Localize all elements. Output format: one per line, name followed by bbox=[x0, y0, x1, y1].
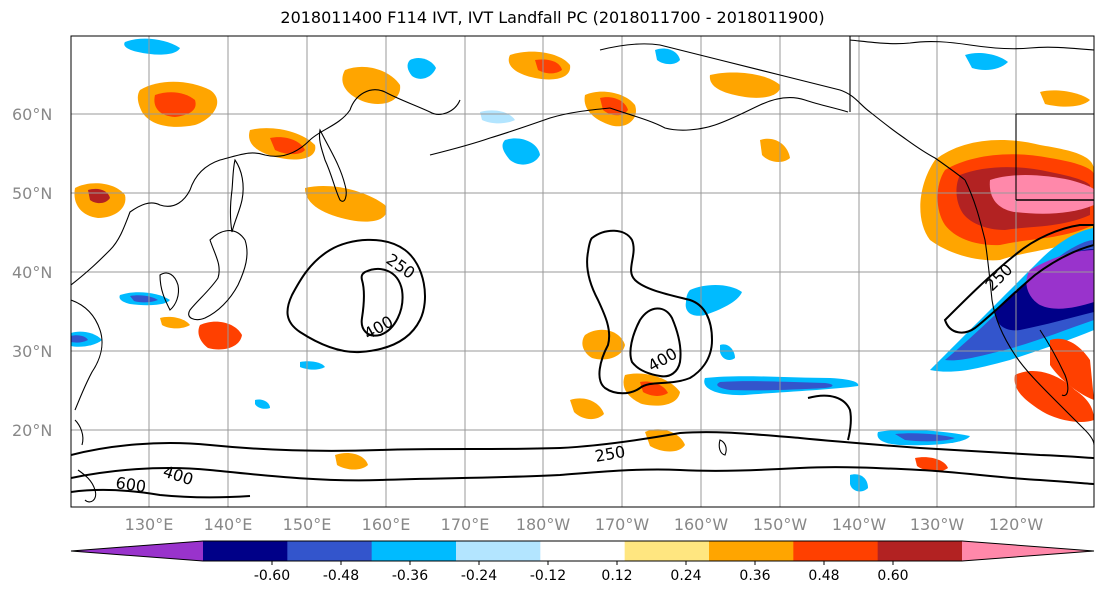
colorbar-outline bbox=[70, 540, 1095, 562]
colorbar-tick-label: -0.24 bbox=[461, 568, 497, 584]
positive-blob-se bbox=[1014, 370, 1094, 422]
colorbar-extend-max bbox=[962, 541, 1094, 561]
lon-label: 140°E bbox=[204, 515, 253, 534]
contour-250-central bbox=[586, 229, 714, 395]
blob-10 bbox=[582, 329, 625, 360]
neg-10-inner bbox=[130, 295, 158, 303]
ivt-contours bbox=[71, 224, 1094, 499]
colorbar-extend-min bbox=[71, 541, 203, 561]
ivt-shading bbox=[71, 38, 1094, 492]
lon-label: 180°W bbox=[516, 515, 571, 534]
map-title: 2018011400 F114 IVT, IVT Landfall PC (20… bbox=[280, 8, 825, 27]
neg-8-inner bbox=[717, 381, 833, 391]
blob-3 bbox=[305, 185, 387, 222]
blob-17 bbox=[1040, 90, 1090, 107]
colorbar-tick-label: -0.60 bbox=[254, 568, 290, 584]
colorbar-segment bbox=[793, 541, 879, 561]
contour-400-west bbox=[360, 268, 404, 337]
blob-18 bbox=[160, 316, 190, 329]
contour-250-west bbox=[286, 238, 426, 354]
lat-label: 30°N bbox=[12, 342, 52, 361]
blob-1-inner bbox=[154, 92, 196, 117]
neg-15 bbox=[965, 52, 1008, 70]
contour-600-tropical bbox=[71, 488, 251, 499]
neg-3 bbox=[502, 138, 540, 165]
neg-6 bbox=[685, 284, 742, 316]
colorbar-segment bbox=[456, 541, 541, 561]
colorbar-tick-label: -0.36 bbox=[392, 568, 428, 584]
neg-9-inner bbox=[895, 433, 955, 442]
blob-2-inner bbox=[270, 137, 305, 155]
contour-400-central bbox=[629, 307, 682, 378]
blob-14 bbox=[198, 321, 242, 350]
coastlines bbox=[71, 36, 1094, 503]
lat-label: 50°N bbox=[12, 184, 52, 203]
colorbar-segment bbox=[287, 541, 373, 561]
blob-15 bbox=[335, 453, 368, 470]
neg-1 bbox=[124, 38, 180, 55]
blob-16 bbox=[915, 457, 948, 472]
neg-12 bbox=[300, 361, 325, 370]
colorbar-tick-label: 0.24 bbox=[670, 568, 701, 584]
contour-250-east bbox=[943, 224, 1094, 334]
colorbar-segment bbox=[877, 541, 963, 561]
blob-13 bbox=[570, 398, 604, 420]
lat-label: 20°N bbox=[12, 421, 52, 440]
blob-6-inner bbox=[600, 97, 628, 116]
colorbar-segment bbox=[709, 541, 794, 561]
contour-250-east-loop bbox=[807, 394, 852, 441]
negative-blob-wc-4 bbox=[1026, 250, 1094, 309]
colorbar-tick-label: 0.48 bbox=[808, 568, 839, 584]
lon-label: 150°E bbox=[283, 515, 332, 534]
longitude-labels: 130°E 140°E 150°E 160°E 170°E 180°W 170°… bbox=[125, 515, 1044, 534]
lon-label: 140°W bbox=[832, 515, 887, 534]
blob-7 bbox=[709, 72, 781, 98]
colorbar-segment bbox=[203, 541, 288, 561]
colorbar-segment bbox=[624, 541, 710, 561]
lat-label: 60°N bbox=[12, 105, 52, 124]
graticule bbox=[71, 36, 1094, 507]
contour-label: 600 bbox=[114, 473, 147, 496]
neg-7 bbox=[720, 344, 735, 360]
neg-13 bbox=[255, 399, 270, 409]
positive-blob-se2 bbox=[1050, 338, 1094, 400]
colorbar-tick-label: 0.12 bbox=[601, 568, 632, 584]
blob-5-inner bbox=[535, 59, 562, 74]
colorbar-tick-label: -0.48 bbox=[323, 568, 359, 584]
lon-label: 170°E bbox=[441, 515, 490, 534]
lat-label: 40°N bbox=[12, 263, 52, 282]
map-border bbox=[70, 35, 1095, 508]
lon-label: 120°W bbox=[989, 515, 1044, 534]
lon-label: 160°E bbox=[362, 515, 411, 534]
colorbar-tick-label: 0.36 bbox=[739, 568, 770, 584]
colorbar: -0.60 -0.48 -0.36 -0.24 -0.12 0.12 0.24 0.36 0.4… bbox=[70, 540, 1095, 584]
colorbar-segment bbox=[540, 541, 626, 561]
lon-label: 130°W bbox=[910, 515, 965, 534]
neg-5 bbox=[655, 48, 680, 65]
colorbar-tick-label: -0.12 bbox=[530, 568, 566, 584]
lon-label: 160°W bbox=[674, 515, 729, 534]
lon-label: 150°W bbox=[753, 515, 808, 534]
lon-label: 130°E bbox=[125, 515, 174, 534]
neg-2 bbox=[407, 57, 436, 79]
blob-8 bbox=[760, 138, 790, 162]
latitude-labels: 60°N 50°N 40°N 30°N 20°N bbox=[12, 105, 52, 440]
blob-9-inner bbox=[88, 188, 110, 204]
colorbar-segment bbox=[371, 541, 457, 561]
lon-label: 170°W bbox=[595, 515, 650, 534]
neg-11-inner bbox=[71, 335, 88, 343]
colorbar-tick-label: 0.60 bbox=[877, 568, 908, 584]
contour-250-tropical bbox=[71, 431, 1094, 459]
contour-400-tropical bbox=[71, 466, 1094, 485]
